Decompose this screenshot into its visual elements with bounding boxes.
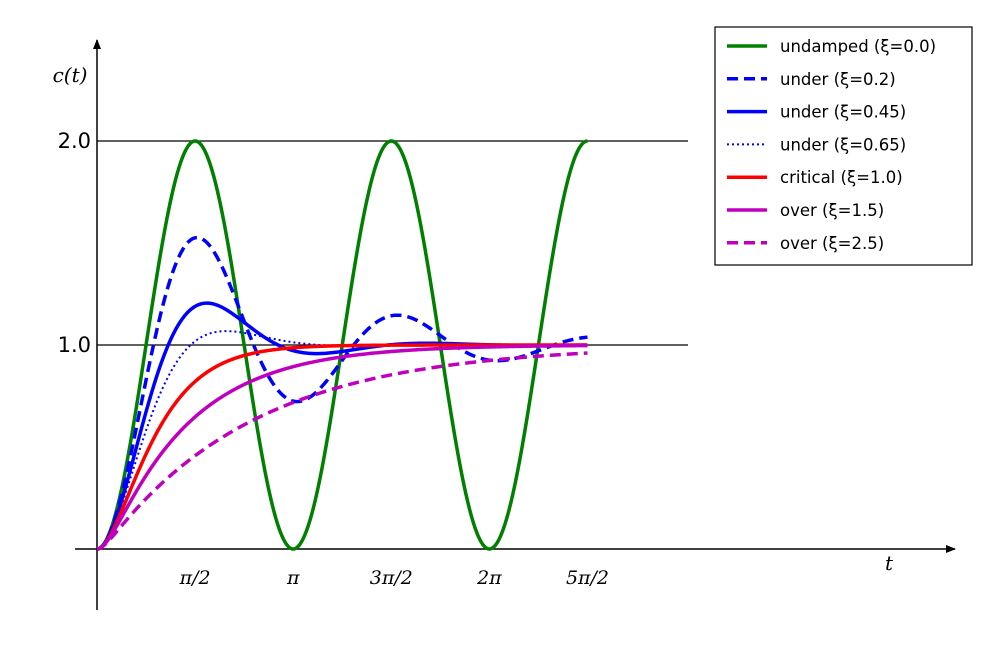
series-line-5 (96, 343, 589, 551)
x-tick-label-2: 3π/2 (370, 567, 413, 589)
x-axis-label: t (885, 551, 894, 575)
legend-label-4: critical (ξ=1.0) (780, 168, 903, 187)
y-tick-label-1: 2.0 (58, 129, 91, 153)
legend-label-1: under (ξ=0.2) (780, 70, 896, 89)
x-tick-label-0: π/2 (179, 567, 211, 589)
legend-label-3: under (ξ=0.65) (780, 135, 906, 154)
legend-label-0: undamped (ξ=0.0) (780, 37, 936, 56)
legend-label-6: over (ξ=2.5) (780, 234, 884, 253)
legend-label-5: over (ξ=1.5) (780, 201, 884, 220)
legend-label-2: under (ξ=0.45) (780, 103, 906, 122)
x-tick-label-3: 2π (476, 567, 502, 589)
series-line-4 (96, 343, 589, 551)
series-line-6 (96, 351, 589, 551)
legend-box (714, 26, 973, 266)
x-tick-label-4: 5π/2 (566, 567, 609, 589)
series-line-1 (96, 235, 589, 551)
y-axis-label: c(t) (53, 63, 88, 87)
x-tick-label-1: π (286, 567, 300, 589)
y-tick-label-0: 1.0 (58, 333, 91, 357)
